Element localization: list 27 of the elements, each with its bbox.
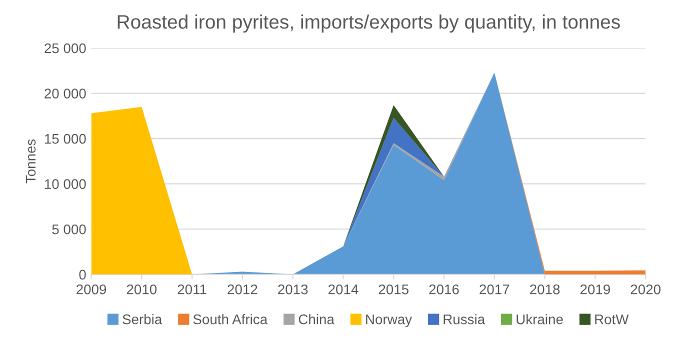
- x-tick-label: 2015: [378, 284, 408, 294]
- x-tick-label: 2009: [76, 284, 106, 294]
- x-tick-label: 2012: [228, 284, 258, 294]
- x-tick-label: 2019: [580, 284, 610, 294]
- legend-label: China: [298, 314, 334, 324]
- legend-label: Serbia: [122, 314, 162, 324]
- x-tick-label: 2010: [126, 284, 157, 294]
- y-tick-label: 0: [79, 270, 86, 280]
- legend-label: RotW: [595, 314, 629, 324]
- legend-label: Ukraine: [516, 314, 563, 324]
- legend-label: South Africa: [193, 314, 268, 324]
- y-tick-label: 20 000: [44, 88, 86, 98]
- y-tick-label: 25 000: [44, 43, 86, 54]
- y-tick-label: 15 000: [44, 134, 86, 144]
- x-tick-label: 2014: [328, 284, 358, 294]
- y-axis-title: Tonnes: [26, 139, 36, 184]
- legend-label: Russia: [444, 314, 486, 324]
- x-tick-label: 2013: [278, 284, 308, 294]
- x-tick-label: 2018: [530, 284, 560, 294]
- y-tick-label: 5 000: [52, 224, 86, 234]
- x-tick-label: 2017: [480, 284, 510, 294]
- chart-title: Roasted iron pyrites, imports/exports by quantity, in tonnes: [118, 14, 620, 33]
- x-tick-label: 2020: [630, 284, 660, 294]
- legend-label: Norway: [366, 314, 412, 328]
- y-tick-label: 10 000: [44, 179, 86, 190]
- x-tick-label: 2011: [178, 284, 206, 294]
- x-tick-label: 2016: [429, 284, 459, 294]
